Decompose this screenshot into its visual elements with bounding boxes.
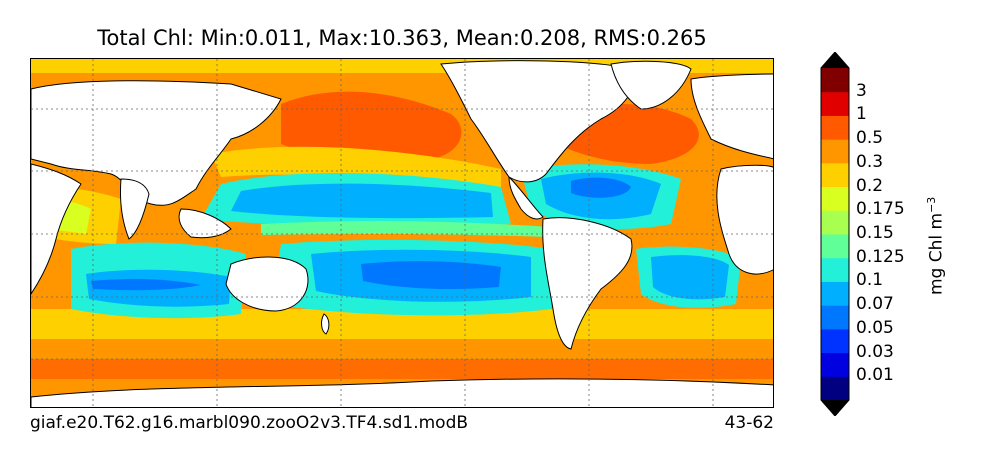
southeast-asia-landmass bbox=[178, 208, 232, 239]
colorbar-swatch bbox=[821, 234, 849, 259]
colorbar-min-extend bbox=[821, 400, 849, 416]
colorbar-tick-label: 0.2 bbox=[856, 175, 884, 196]
chlorophyll-map bbox=[30, 58, 774, 408]
colorbar-swatch bbox=[821, 257, 849, 282]
colorbar-swatch bbox=[821, 305, 849, 330]
north-pacific-bloom bbox=[281, 91, 462, 164]
sargasso-core bbox=[571, 177, 631, 198]
colorbar-swatch bbox=[821, 186, 849, 211]
run-id-caption: giaf.e20.T62.g16.marbl090.zooO2v3.TF4.sd… bbox=[30, 413, 469, 433]
africa-east-landmass bbox=[31, 163, 82, 295]
colorbar-tick-label: 1 bbox=[856, 104, 867, 125]
colorbar-tick-label: 0.5 bbox=[856, 128, 884, 149]
south-atlantic-gyre bbox=[651, 255, 729, 300]
colorbar-swatch bbox=[821, 328, 849, 354]
colorbar-label: mg Chl m−3 bbox=[925, 197, 947, 295]
north-pacific-gyre bbox=[231, 183, 493, 219]
eurasia-landmass bbox=[31, 80, 282, 206]
south-america-landmass bbox=[542, 217, 633, 350]
north-america-landmass bbox=[440, 60, 635, 183]
colorbar-outline bbox=[820, 52, 850, 416]
indian-ocean-core bbox=[91, 278, 201, 291]
colorbar-tick-label: 0.07 bbox=[856, 294, 894, 315]
southern-band-red bbox=[31, 359, 773, 379]
central-america-landmass bbox=[508, 175, 544, 220]
colorbar-tick-label: 0.03 bbox=[856, 341, 894, 362]
map-svg bbox=[31, 59, 773, 407]
colorbar-max-extend bbox=[821, 52, 849, 68]
colorbar-swatch bbox=[821, 68, 849, 93]
europe-landmass bbox=[690, 73, 773, 160]
colorbar-tick-label: 0.15 bbox=[856, 223, 894, 243]
colorbar-swatch bbox=[821, 376, 849, 401]
colorbar-swatch bbox=[821, 115, 849, 140]
colorbar-tick-label: 0.05 bbox=[856, 317, 894, 338]
colorbar-swatch bbox=[821, 210, 849, 235]
colorbar-swatch bbox=[821, 281, 849, 306]
colorbar-swatch bbox=[821, 162, 849, 188]
india-landmass bbox=[120, 178, 150, 240]
land-masses bbox=[31, 60, 773, 407]
africa-west-landmass bbox=[716, 164, 773, 275]
colorbar-tick-label: 0.01 bbox=[856, 365, 894, 386]
colorbar-swatch bbox=[821, 139, 849, 164]
equatorial-band bbox=[261, 221, 551, 237]
south-pacific-core bbox=[361, 261, 501, 289]
colorbar-tick-label: 0.1 bbox=[856, 270, 884, 291]
colorbar-tick-label: 3 bbox=[856, 80, 867, 101]
colorbar-swatch bbox=[821, 91, 849, 116]
greenland-landmass bbox=[610, 60, 692, 110]
colorbar-label-exponent: −3 bbox=[925, 196, 938, 213]
antarctica-landmass bbox=[31, 378, 773, 407]
year-range-caption: 43-62 bbox=[724, 413, 774, 433]
colorbar-tick-label: 0.3 bbox=[856, 151, 884, 172]
colorbar-tick-label: 0.175 bbox=[856, 199, 905, 220]
colorbar-tick-label: 0.125 bbox=[856, 246, 905, 267]
new-zealand-landmass bbox=[321, 313, 330, 335]
colorbar-swatch bbox=[821, 352, 849, 377]
colorbar bbox=[820, 52, 850, 416]
map-title: Total Chl: Min:0.011, Max:10.363, Mean:0… bbox=[97, 26, 707, 50]
colorbar-label-text: mg Chl m bbox=[926, 212, 947, 295]
graticule bbox=[31, 59, 773, 407]
